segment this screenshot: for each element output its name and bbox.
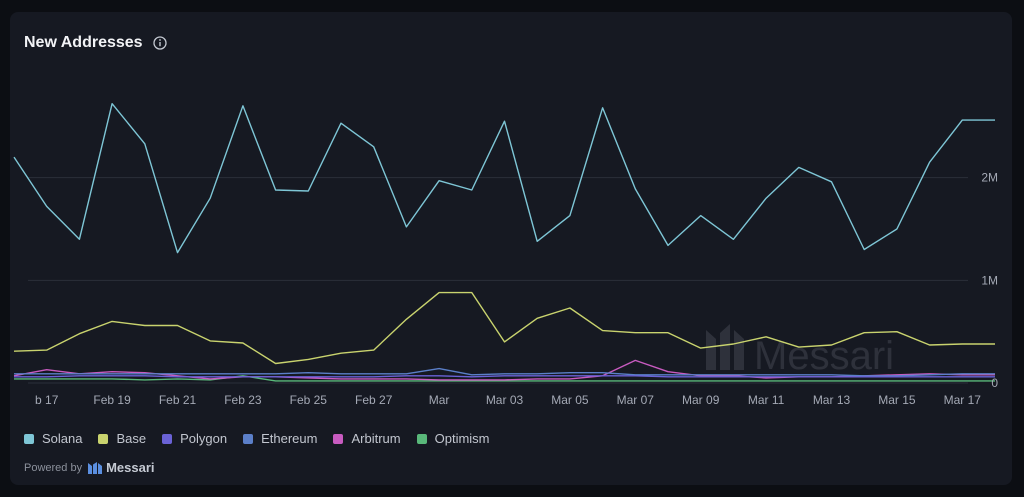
x-tick-label: Feb 19	[93, 393, 131, 407]
legend-swatch	[243, 433, 254, 444]
y-tick-label: 2M	[981, 171, 998, 185]
series-lines	[13, 102, 995, 382]
x-tick-label: Mar 09	[682, 393, 720, 407]
legend-item-base[interactable]: Base	[98, 431, 146, 446]
series-line-ethereum	[14, 367, 995, 377]
x-tick-label: Feb 21	[159, 393, 197, 407]
messari-logo-icon	[88, 461, 103, 474]
legend-label: Solana	[42, 431, 83, 446]
powered-by: Powered by Messari	[24, 460, 155, 475]
legend-label: Base	[116, 431, 147, 446]
legend-swatch	[98, 433, 109, 444]
legend-item-solana[interactable]: Solana	[24, 431, 82, 446]
series-line-base	[13, 291, 995, 365]
legend-item-polygon[interactable]: Polygon	[162, 431, 227, 446]
legend-swatch	[24, 433, 34, 444]
watermark-text: Messari	[754, 334, 894, 378]
x-tick-label: Mar	[429, 393, 450, 407]
x-tick-label: Mar 05	[551, 393, 589, 407]
series-line-solana	[13, 102, 995, 254]
messari-logo-icon	[706, 324, 744, 370]
legend-swatch	[333, 433, 344, 444]
chart-grid	[28, 177, 968, 384]
y-tick-label: 0	[991, 376, 998, 390]
legend-item-ethereum[interactable]: Ethereum	[243, 431, 317, 446]
legend-label: Optimism	[434, 431, 490, 446]
x-tick-label: Mar 11	[748, 393, 785, 407]
x-tick-label: b 17	[35, 393, 59, 407]
powered-brand[interactable]: Messari	[88, 460, 155, 475]
chart-title: New Addresses	[24, 34, 143, 51]
title-row: New Addresses	[24, 34, 167, 52]
x-tick-label: Mar 03	[486, 393, 524, 407]
legend: Solana Base Polygon Ethereum Arbitrum Optimis…	[24, 431, 490, 446]
x-axis-ticks: b 17 Feb 19 Feb 21 Feb 23 Feb 25 Feb 27 Mar Mar…	[35, 393, 981, 407]
legend-item-optimism[interactable]: Optimism	[416, 431, 490, 446]
y-axis-ticks: 0 1M 2M	[981, 171, 998, 390]
x-tick-label: Mar 07	[617, 393, 655, 407]
line-chart: Messari 0 1M 2M b 17 Feb 19 Feb 21 Feb 23 Feb …	[13, 102, 998, 407]
x-tick-label: Feb 23	[224, 393, 262, 407]
x-tick-label: Feb 25	[290, 393, 328, 407]
messari-watermark: Messari	[706, 324, 894, 378]
powered-brand-text: Messari	[106, 460, 155, 475]
legend-swatch	[416, 433, 427, 444]
info-icon[interactable]	[152, 36, 167, 50]
legend-label: Ethereum	[261, 431, 318, 446]
powered-by-label: Powered by	[24, 461, 83, 474]
series-line-optimism	[14, 375, 995, 382]
legend-swatch	[162, 433, 173, 444]
legend-item-arbitrum[interactable]: Arbitrum	[333, 431, 401, 446]
x-tick-label: Mar 15	[878, 393, 916, 407]
legend-label: Arbitrum	[351, 431, 401, 446]
x-tick-label: Feb 27	[355, 393, 393, 407]
legend-label: Polygon	[180, 431, 228, 446]
series-line-polygon	[14, 375, 995, 378]
x-tick-label: Mar 17	[944, 393, 982, 407]
chart-card: New Addresses Messari 0 1M 2M b 17 Feb 19 Fe…	[10, 12, 1012, 485]
y-tick-label: 1M	[981, 273, 998, 287]
x-tick-label: Mar 13	[813, 393, 851, 407]
